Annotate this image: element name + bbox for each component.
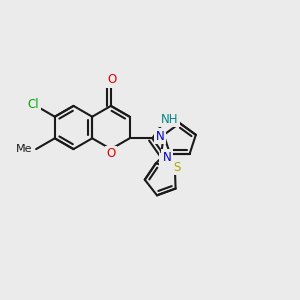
Text: N: N xyxy=(156,130,165,143)
Text: S: S xyxy=(174,161,181,174)
Text: O: O xyxy=(106,147,116,161)
Text: NH: NH xyxy=(161,112,178,126)
Text: O: O xyxy=(161,154,170,167)
Text: O: O xyxy=(107,73,116,86)
Text: N: N xyxy=(163,151,171,164)
Text: Me: Me xyxy=(16,144,32,154)
Text: Cl: Cl xyxy=(27,98,39,112)
